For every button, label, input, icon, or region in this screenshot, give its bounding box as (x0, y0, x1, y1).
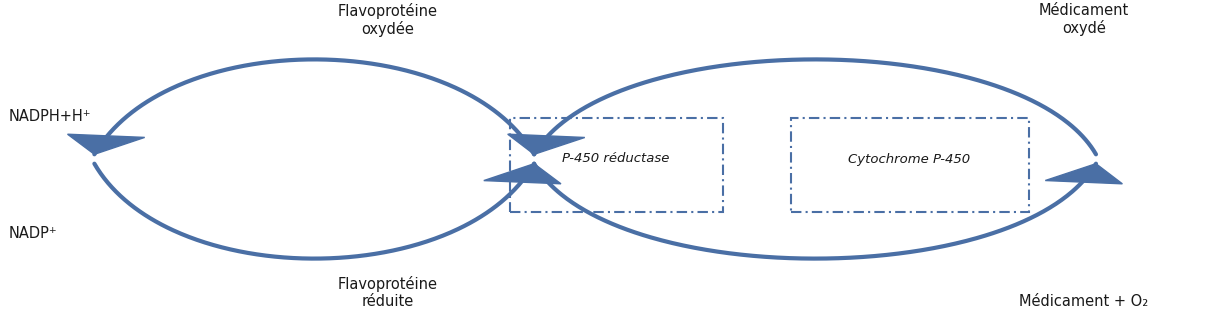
Text: NADPH+H⁺: NADPH+H⁺ (9, 109, 91, 124)
Polygon shape (483, 164, 561, 184)
Text: Cytochrome P-450: Cytochrome P-450 (848, 153, 971, 165)
Text: Flavoprotéine
oxydée: Flavoprotéine oxydée (337, 3, 438, 38)
Polygon shape (1045, 164, 1123, 184)
Text: Flavoprotéine
réduite: Flavoprotéine réduite (337, 276, 438, 309)
Text: Médicament + O₂: Médicament + O₂ (1020, 294, 1148, 309)
Polygon shape (67, 134, 145, 154)
Polygon shape (508, 134, 585, 154)
Text: NADP⁺: NADP⁺ (9, 226, 58, 241)
Text: P-450 réductase: P-450 réductase (562, 153, 670, 165)
Bar (790, 118, 1028, 212)
Bar (509, 118, 724, 212)
Text: Médicament
oxydé: Médicament oxydé (1038, 3, 1129, 36)
